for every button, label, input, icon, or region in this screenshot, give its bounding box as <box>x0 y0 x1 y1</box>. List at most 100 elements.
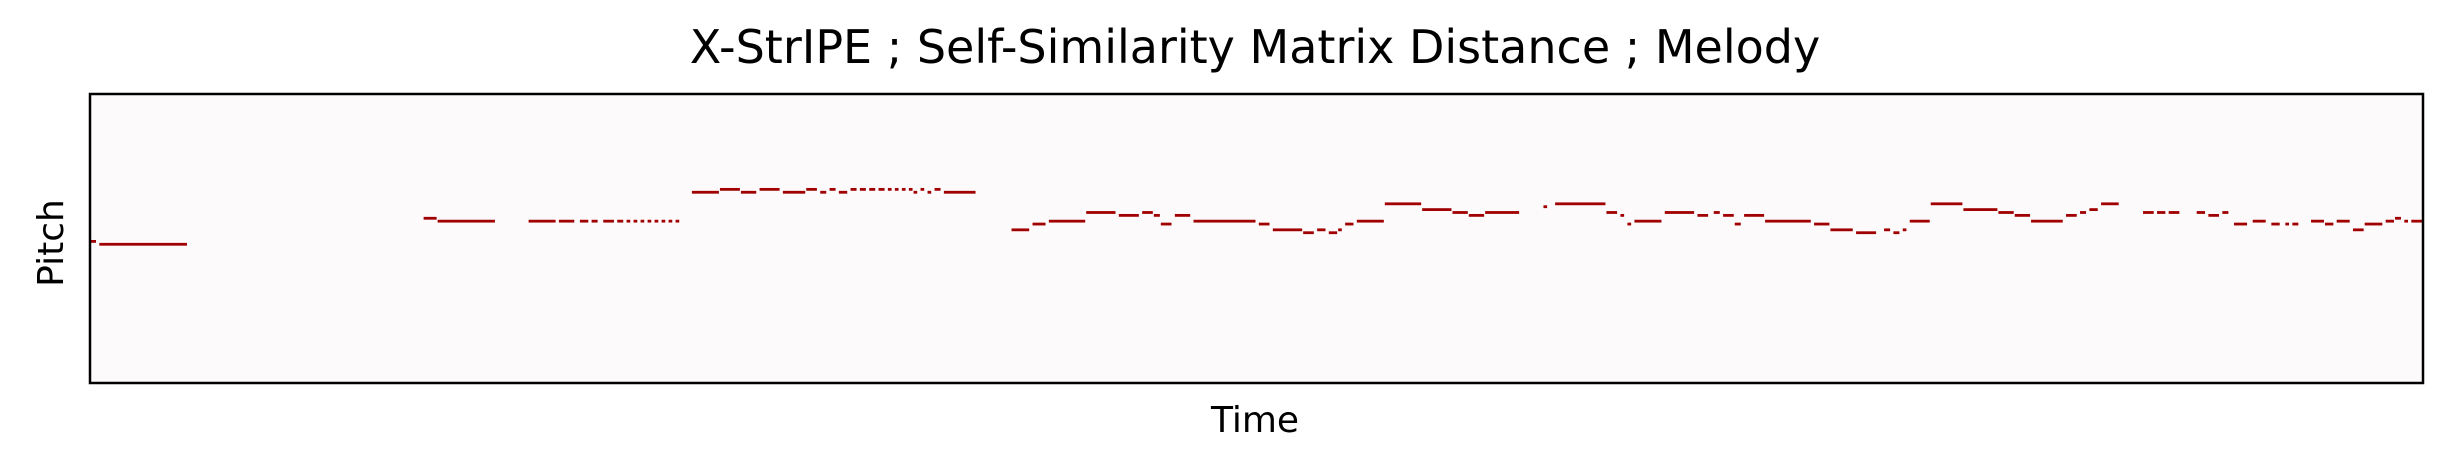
note-mark <box>579 219 589 223</box>
note-mark <box>2168 211 2180 214</box>
note-mark <box>675 219 680 223</box>
note-mark <box>2252 219 2266 223</box>
note-mark <box>1830 228 1853 232</box>
note-mark <box>2014 213 2031 217</box>
note-mark <box>1142 211 1153 214</box>
note-mark <box>869 187 876 191</box>
note-mark <box>913 190 918 194</box>
note-mark <box>2336 219 2350 223</box>
note-mark <box>1909 219 1930 223</box>
note-mark <box>719 187 740 191</box>
note-mark <box>1468 213 1485 217</box>
note-mark <box>806 187 817 191</box>
note-mark <box>927 190 932 194</box>
notes-layer <box>90 187 2422 246</box>
note-mark <box>1338 228 1342 232</box>
note-mark <box>1422 208 1452 211</box>
note-mark <box>1174 213 1191 217</box>
note-mark <box>1814 222 1830 226</box>
note-mark <box>633 219 638 223</box>
note-mark <box>2285 222 2290 226</box>
note-mark <box>528 219 556 223</box>
note-mark <box>894 187 899 191</box>
note-mark <box>2404 219 2409 223</box>
note-mark <box>2292 222 2299 226</box>
note-mark <box>1998 211 2014 214</box>
note-mark <box>740 190 757 194</box>
note-mark <box>1930 202 1963 206</box>
chart-title: X-StrIPE ; Self-Similarity Matrix Distan… <box>690 20 1820 74</box>
note-mark <box>1258 222 1270 226</box>
note-mark <box>591 219 598 223</box>
plot-area <box>90 94 2423 383</box>
note-mark <box>1713 211 1720 214</box>
note-mark <box>1384 202 1422 206</box>
note-mark <box>691 190 719 194</box>
note-mark <box>90 239 96 243</box>
note-mark <box>1620 213 1625 217</box>
note-mark <box>850 187 857 191</box>
note-mark <box>2325 222 2334 226</box>
note-mark <box>1765 219 1811 223</box>
note-mark <box>2353 228 2364 232</box>
note-mark <box>829 187 836 191</box>
note-mark <box>2101 202 2119 206</box>
note-mark <box>2208 213 2220 217</box>
note-mark <box>782 190 806 194</box>
note-mark <box>1452 211 1468 214</box>
note-mark <box>1884 228 1891 232</box>
note-mark <box>603 219 614 223</box>
note-mark <box>1697 213 1709 217</box>
note-mark <box>661 219 666 223</box>
note-mark <box>934 187 941 191</box>
y-axis-label: Pitch <box>31 199 72 287</box>
note-mark <box>908 187 913 191</box>
note-mark <box>2395 216 2401 220</box>
note-mark <box>1627 222 1632 226</box>
note-mark <box>654 219 659 223</box>
note-mark <box>1485 211 1520 214</box>
note-mark <box>1160 222 1172 226</box>
note-mark <box>2031 219 2063 223</box>
note-mark <box>2157 211 2166 214</box>
note-mark <box>437 219 495 223</box>
note-mark <box>1032 222 1046 226</box>
note-mark <box>820 190 827 194</box>
note-mark <box>1555 202 1606 206</box>
note-mark <box>99 242 187 246</box>
note-mark <box>1272 228 1303 232</box>
note-mark <box>1011 228 1030 232</box>
note-mark <box>1153 213 1160 217</box>
note-mark <box>920 187 925 191</box>
note-mark <box>1744 213 1765 217</box>
note-mark <box>2222 211 2229 214</box>
note-mark <box>2364 222 2383 226</box>
note-mark <box>1723 213 1734 217</box>
note-mark <box>838 190 848 194</box>
note-mark <box>1734 222 1741 226</box>
note-mark <box>943 190 976 194</box>
note-mark <box>2143 211 2154 214</box>
plot-frame <box>88 92 2425 385</box>
note-mark <box>2066 213 2077 217</box>
x-axis-label: Time <box>1210 400 1299 441</box>
note-mark <box>759 187 780 191</box>
note-mark <box>2385 219 2394 223</box>
note-mark <box>1328 231 1338 235</box>
note-mark <box>1193 219 1256 223</box>
note-mark <box>2311 219 2325 223</box>
note-mark <box>1345 222 1354 226</box>
note-mark <box>1893 231 1900 235</box>
note-mark <box>1664 211 1695 214</box>
note-mark <box>668 219 673 223</box>
note-mark <box>1856 231 1877 235</box>
note-mark <box>1963 208 1998 211</box>
note-mark <box>617 219 624 223</box>
note-mark <box>2234 222 2248 226</box>
note-mark <box>1118 213 1139 217</box>
note-mark <box>1048 219 1086 223</box>
note-mark <box>901 187 906 191</box>
note-mark <box>647 219 652 223</box>
note-mark <box>2411 219 2422 223</box>
